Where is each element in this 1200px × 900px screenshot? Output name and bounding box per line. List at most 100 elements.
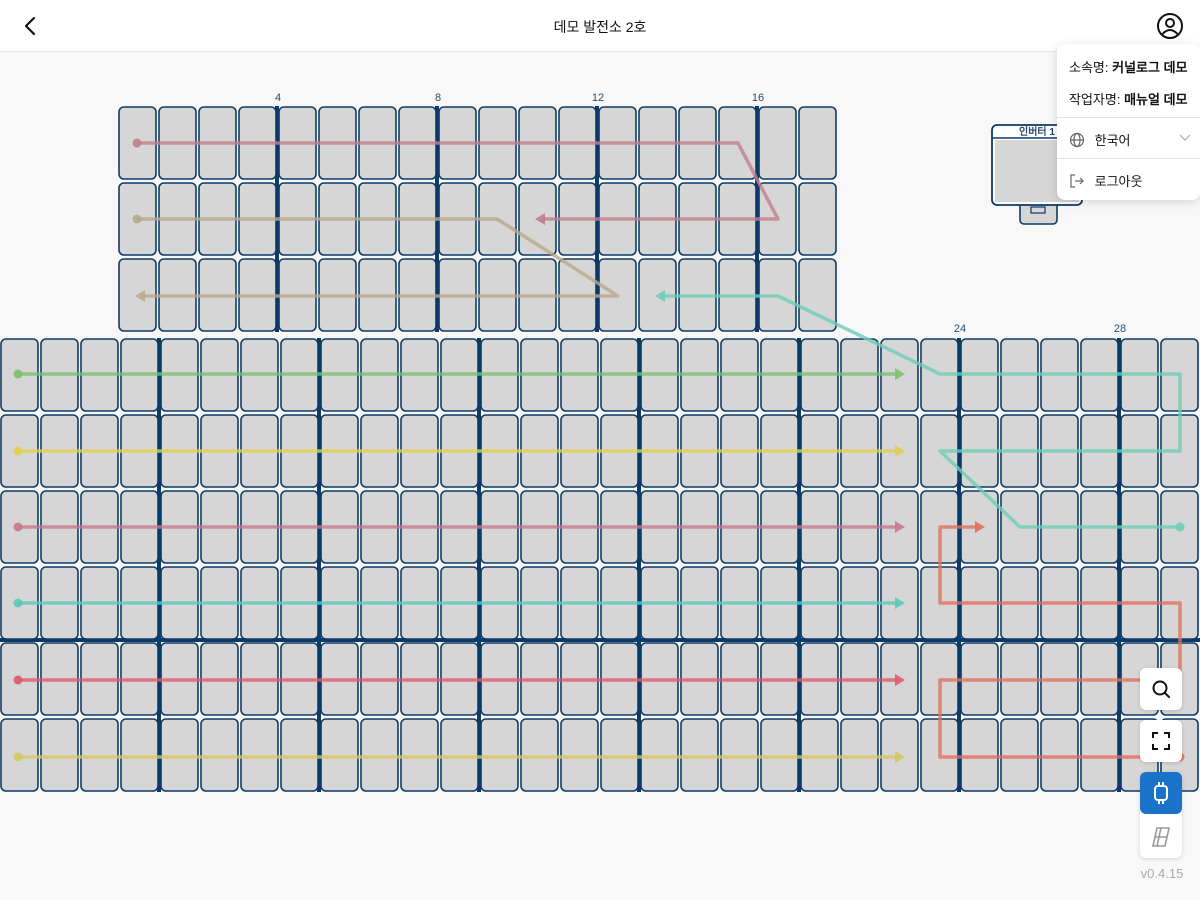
solar-panel[interactable] bbox=[800, 718, 839, 792]
solar-panel[interactable] bbox=[798, 182, 837, 256]
string-end-arrow bbox=[895, 521, 905, 533]
string-bus-line bbox=[957, 338, 961, 792]
solar-panel[interactable] bbox=[320, 718, 359, 792]
string-bus-line bbox=[157, 338, 161, 792]
connector-icon bbox=[1030, 206, 1046, 214]
language-select[interactable]: 한국어 bbox=[1069, 130, 1191, 149]
page-title: 데모 발전소 2호 bbox=[553, 19, 647, 35]
worker-value: 매뉴얼 데모 bbox=[1124, 92, 1188, 107]
panel-view-button[interactable] bbox=[1140, 816, 1182, 858]
inverter-icon bbox=[1154, 782, 1168, 804]
solar-panel[interactable] bbox=[240, 718, 279, 792]
view-mode-toggle bbox=[1140, 772, 1182, 858]
string-end-arrow bbox=[895, 751, 905, 763]
string-end-arrow bbox=[655, 290, 665, 302]
solar-panel[interactable] bbox=[40, 718, 79, 792]
chevron-down-icon bbox=[1179, 134, 1191, 141]
string-end-arrow bbox=[535, 213, 545, 225]
solar-panel[interactable] bbox=[440, 718, 479, 792]
string-end-arrow bbox=[895, 445, 905, 457]
solar-panel[interactable] bbox=[720, 718, 759, 792]
string-bus-line bbox=[317, 338, 321, 792]
org-value: 커널로그 데모 bbox=[1112, 60, 1188, 75]
solar-panel[interactable] bbox=[960, 718, 999, 792]
back-button[interactable] bbox=[18, 12, 44, 40]
string-end-arrow bbox=[895, 674, 905, 686]
fullscreen-button[interactable] bbox=[1140, 720, 1182, 762]
string-path[interactable] bbox=[663, 294, 1182, 529]
user-circle-icon bbox=[1157, 13, 1183, 39]
plant-layout-canvas[interactable]: 4 8 12 16 24 28 인버터 1 bbox=[0, 53, 1200, 900]
solar-panel[interactable] bbox=[600, 718, 639, 792]
string-end-arrow bbox=[975, 521, 985, 533]
solar-panel[interactable] bbox=[120, 718, 159, 792]
string-bus-line bbox=[637, 338, 641, 792]
inverter-view-button[interactable] bbox=[1140, 772, 1182, 814]
solar-panel[interactable] bbox=[1040, 718, 1079, 792]
string-bus-line bbox=[1117, 338, 1121, 792]
column-label: 28 bbox=[1114, 323, 1126, 335]
divider bbox=[1057, 117, 1200, 118]
divider bbox=[1057, 158, 1200, 159]
logout-label: 로그아웃 bbox=[1094, 174, 1143, 189]
string-end-arrow bbox=[135, 290, 145, 302]
language-value: 한국어 bbox=[1094, 133, 1131, 148]
solar-panel[interactable] bbox=[360, 718, 399, 792]
string-path[interactable] bbox=[938, 525, 1182, 759]
string-start-dot bbox=[13, 369, 23, 379]
solar-panel[interactable] bbox=[80, 718, 119, 792]
solar-panel[interactable] bbox=[560, 718, 599, 792]
inverter-label: 인버터 1 bbox=[1019, 125, 1055, 138]
string-start-dot bbox=[13, 446, 23, 456]
solar-panel[interactable] bbox=[798, 258, 837, 332]
solar-panel[interactable] bbox=[640, 718, 679, 792]
search-button[interactable] bbox=[1140, 668, 1182, 710]
solar-panel[interactable] bbox=[160, 718, 199, 792]
solar-panel[interactable] bbox=[1000, 718, 1039, 792]
search-icon bbox=[1152, 680, 1170, 698]
solar-panel[interactable] bbox=[280, 718, 319, 792]
solar-panel[interactable] bbox=[400, 718, 439, 792]
string-start-dot bbox=[13, 598, 23, 608]
string-end-arrow bbox=[895, 368, 905, 380]
logout-button[interactable]: 로그아웃 bbox=[1069, 171, 1142, 190]
logout-icon bbox=[1070, 174, 1084, 188]
solar-panel[interactable] bbox=[1080, 718, 1119, 792]
string-bus-line bbox=[477, 338, 481, 792]
string-bus-line bbox=[797, 338, 801, 792]
worker-label: 작업자명: bbox=[1069, 92, 1121, 107]
string-end-arrow bbox=[895, 597, 905, 609]
solar-panel[interactable] bbox=[760, 718, 799, 792]
app-header: 데모 발전소 2호 bbox=[0, 0, 1200, 52]
column-label: 16 bbox=[752, 92, 764, 104]
string-bus-line bbox=[0, 638, 1200, 642]
worker-name: 작업자명: 매뉴얼 데모 bbox=[1069, 89, 1188, 108]
string-path[interactable] bbox=[137, 217, 620, 298]
globe-icon bbox=[1069, 132, 1085, 148]
user-dropdown-menu: 소속명: 커널로그 데모 작업자명: 매뉴얼 데모 한국어 로그아웃 bbox=[1057, 44, 1200, 200]
column-label: 24 bbox=[954, 323, 966, 335]
chevron-left-icon bbox=[24, 16, 36, 36]
column-label: 12 bbox=[592, 92, 604, 104]
solar-panel[interactable] bbox=[798, 106, 837, 180]
solar-panel[interactable] bbox=[200, 718, 239, 792]
app-version: v0.4.15 bbox=[1140, 866, 1184, 881]
solar-panel[interactable] bbox=[680, 718, 719, 792]
string-start-dot bbox=[132, 214, 142, 224]
fullscreen-icon bbox=[1152, 732, 1170, 750]
solar-panel[interactable] bbox=[758, 106, 797, 180]
string-path[interactable] bbox=[137, 141, 780, 221]
column-label: 8 bbox=[435, 92, 441, 104]
string-start-dot bbox=[132, 138, 142, 148]
string-start-dot bbox=[13, 522, 23, 532]
solar-panel-icon bbox=[1152, 827, 1170, 847]
solar-panel[interactable] bbox=[480, 718, 519, 792]
org-name: 소속명: 커널로그 데모 bbox=[1069, 57, 1188, 76]
org-label: 소속명: bbox=[1069, 60, 1109, 75]
string-start-dot bbox=[13, 752, 23, 762]
column-label: 4 bbox=[275, 92, 281, 104]
user-menu-button[interactable] bbox=[1155, 11, 1185, 41]
solar-panel[interactable] bbox=[840, 718, 879, 792]
solar-panel[interactable] bbox=[520, 718, 559, 792]
string-start-dot bbox=[1175, 522, 1185, 532]
